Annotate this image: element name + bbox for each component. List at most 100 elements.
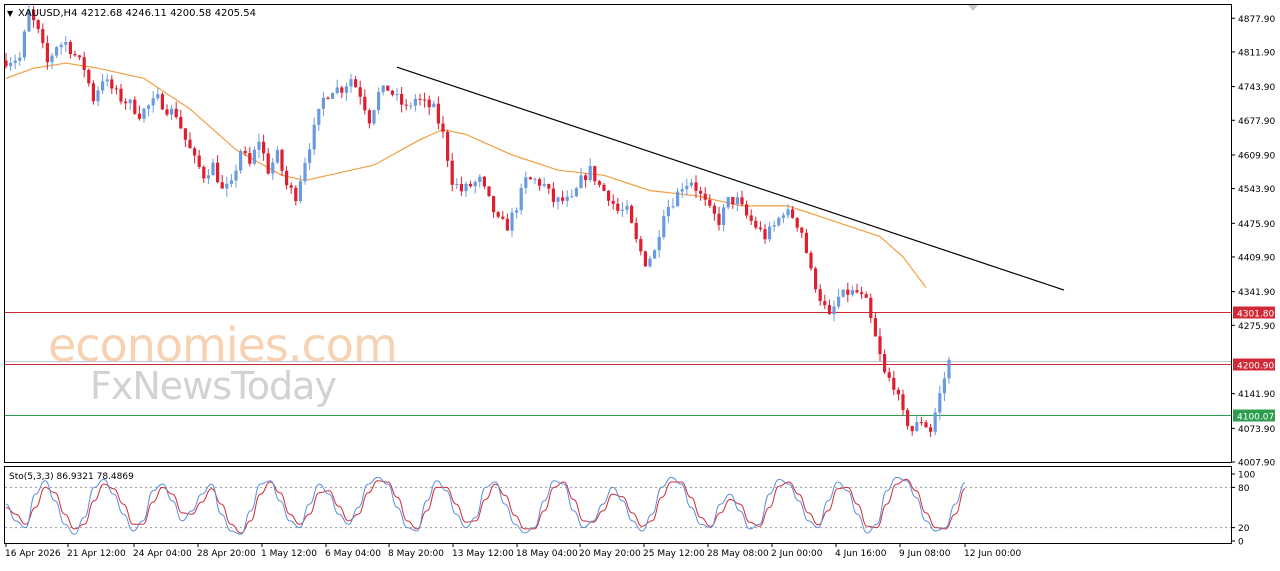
candle[interactable] [441, 115, 445, 139]
candle[interactable] [82, 51, 86, 78]
candle[interactable] [804, 229, 808, 254]
candle[interactable] [542, 177, 546, 188]
candle[interactable] [96, 86, 100, 107]
candle[interactable] [160, 92, 164, 111]
candle[interactable] [846, 282, 850, 303]
candle[interactable] [469, 180, 473, 188]
candle[interactable] [170, 104, 174, 121]
candle[interactable] [50, 52, 54, 70]
candle[interactable] [41, 23, 45, 49]
candle[interactable] [896, 387, 900, 401]
candle[interactable] [593, 165, 597, 186]
moving-average-line[interactable] [5, 62, 927, 288]
candle[interactable] [708, 194, 712, 209]
candle[interactable] [340, 85, 344, 99]
candle[interactable] [878, 328, 882, 361]
candle[interactable] [344, 82, 348, 101]
candle[interactable] [607, 190, 611, 206]
candle[interactable] [298, 175, 302, 204]
candle[interactable] [487, 186, 491, 198]
candle[interactable] [32, 5, 36, 28]
candle[interactable] [367, 108, 371, 129]
candle[interactable] [262, 134, 266, 161]
candle[interactable] [91, 80, 95, 105]
candle[interactable] [432, 100, 436, 108]
candle[interactable] [547, 183, 551, 195]
candle[interactable] [206, 168, 210, 185]
candle[interactable] [680, 183, 684, 198]
candle[interactable] [883, 349, 887, 374]
candle[interactable] [133, 96, 137, 115]
candle[interactable] [703, 187, 707, 206]
candle[interactable] [731, 196, 735, 209]
candle[interactable] [381, 84, 385, 96]
candle[interactable] [781, 212, 785, 224]
candle[interactable] [409, 102, 413, 110]
candle[interactable] [36, 19, 40, 34]
candle[interactable] [124, 98, 128, 110]
candle[interactable] [818, 284, 822, 306]
candle[interactable] [239, 149, 243, 174]
candle[interactable] [193, 146, 197, 164]
candle[interactable] [643, 250, 647, 267]
candle[interactable] [676, 188, 680, 207]
candle[interactable] [754, 216, 758, 230]
candle[interactable] [427, 95, 431, 115]
candle[interactable] [772, 220, 776, 232]
candle[interactable] [625, 200, 629, 215]
candle[interactable] [712, 203, 716, 221]
candle[interactable] [188, 132, 192, 149]
candle[interactable] [505, 213, 509, 231]
candle[interactable] [18, 51, 22, 66]
candle[interactable] [478, 174, 482, 188]
candle[interactable] [285, 166, 289, 190]
candle[interactable] [400, 87, 404, 113]
candle[interactable] [492, 195, 496, 218]
candle[interactable] [68, 39, 72, 59]
candle[interactable] [795, 217, 799, 232]
candle[interactable] [234, 164, 238, 188]
candle[interactable] [225, 176, 229, 197]
candle[interactable] [786, 204, 790, 219]
candle[interactable] [110, 75, 114, 95]
candle[interactable] [390, 89, 394, 97]
candle[interactable] [275, 145, 279, 165]
candle[interactable] [745, 200, 749, 219]
candle[interactable] [694, 175, 698, 198]
candle[interactable] [910, 425, 914, 436]
candle[interactable] [248, 147, 252, 167]
candle[interactable] [515, 207, 519, 219]
candle[interactable] [73, 50, 77, 57]
candle[interactable] [814, 266, 818, 293]
candle[interactable] [211, 158, 215, 176]
candle[interactable] [768, 221, 772, 242]
candle[interactable] [119, 83, 123, 105]
candle[interactable] [611, 194, 615, 210]
candle[interactable] [358, 80, 362, 105]
candle[interactable] [252, 146, 256, 166]
candle[interactable] [942, 371, 946, 402]
candle[interactable] [538, 177, 542, 191]
candle[interactable] [758, 221, 762, 232]
candle[interactable] [321, 91, 325, 117]
candle[interactable] [584, 173, 588, 188]
candle[interactable] [919, 417, 923, 426]
chart-menu-icon[interactable]: ▼ [7, 9, 14, 18]
candle[interactable] [777, 216, 781, 227]
candle[interactable] [827, 299, 831, 315]
candle[interactable] [335, 79, 339, 95]
candle[interactable] [933, 407, 937, 436]
candle[interactable] [901, 389, 905, 416]
candle[interactable] [519, 183, 523, 215]
candle[interactable] [837, 288, 841, 309]
candle[interactable] [220, 174, 224, 189]
candle[interactable] [597, 180, 601, 188]
candle[interactable] [147, 104, 151, 117]
candle[interactable] [128, 98, 132, 110]
candle[interactable] [243, 146, 247, 156]
candle[interactable] [823, 294, 827, 310]
trendline[interactable] [396, 66, 1065, 291]
candle[interactable] [800, 226, 804, 238]
candle[interactable] [179, 109, 183, 130]
candle[interactable] [326, 96, 330, 100]
